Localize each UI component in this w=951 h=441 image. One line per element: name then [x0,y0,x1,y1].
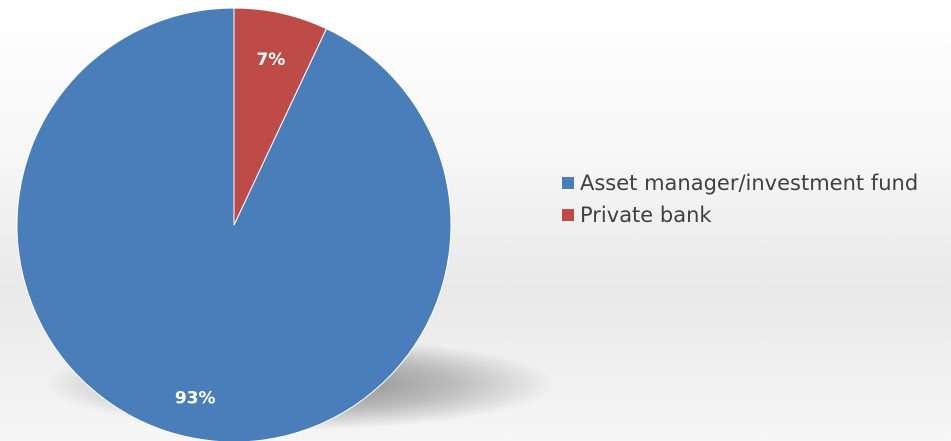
legend-swatch-private-bank [562,209,574,221]
data-label-private-bank: 7% [256,50,285,70]
legend-label-private-bank: Private bank [580,203,712,227]
pie-slices [16,7,452,441]
legend-label-asset-manager: Asset manager/investment fund [580,171,919,195]
pie-data-labels: 93% 7% [175,50,285,409]
legend-swatch-asset-manager [562,177,574,189]
legend-item-private-bank: Private bank [562,203,918,227]
legend: Asset manager/investment fund Private ba… [562,171,919,236]
pie-slice-private-bank [233,7,328,226]
data-label-asset-manager-investment-fund: 93% [175,389,216,409]
legend-item-asset-manager: Asset manager/investment fund [562,171,919,195]
